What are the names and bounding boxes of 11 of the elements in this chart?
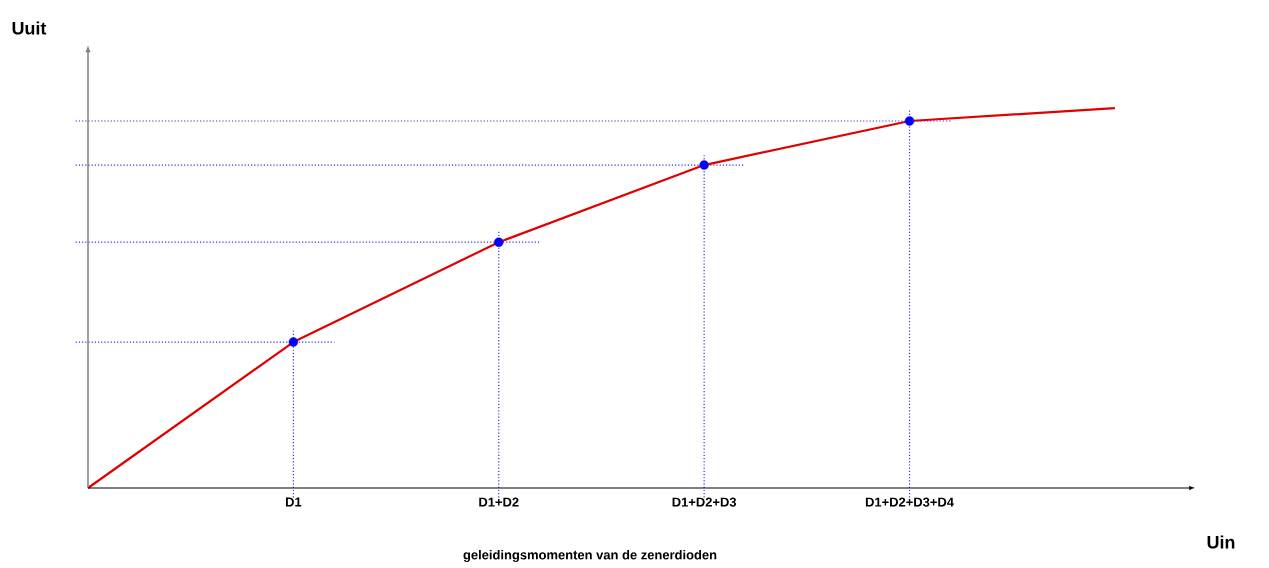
text: geleidingsmomenten van de zenerdioden <box>463 549 717 563</box>
point <box>288 337 299 347</box>
x-tick-label: D1+D2+D3+D4 <box>865 497 954 507</box>
x-tick-label: D1+D2+D3 <box>672 497 737 507</box>
x-tick-label: D1 <box>285 497 302 507</box>
x-tick-label: D1+D2 <box>479 497 519 507</box>
point <box>494 237 504 247</box>
point <box>699 160 709 170</box>
y-axis-title: Uuit <box>12 21 47 35</box>
point <box>904 116 915 126</box>
x-axis-title: Uin <box>1207 535 1235 549</box>
